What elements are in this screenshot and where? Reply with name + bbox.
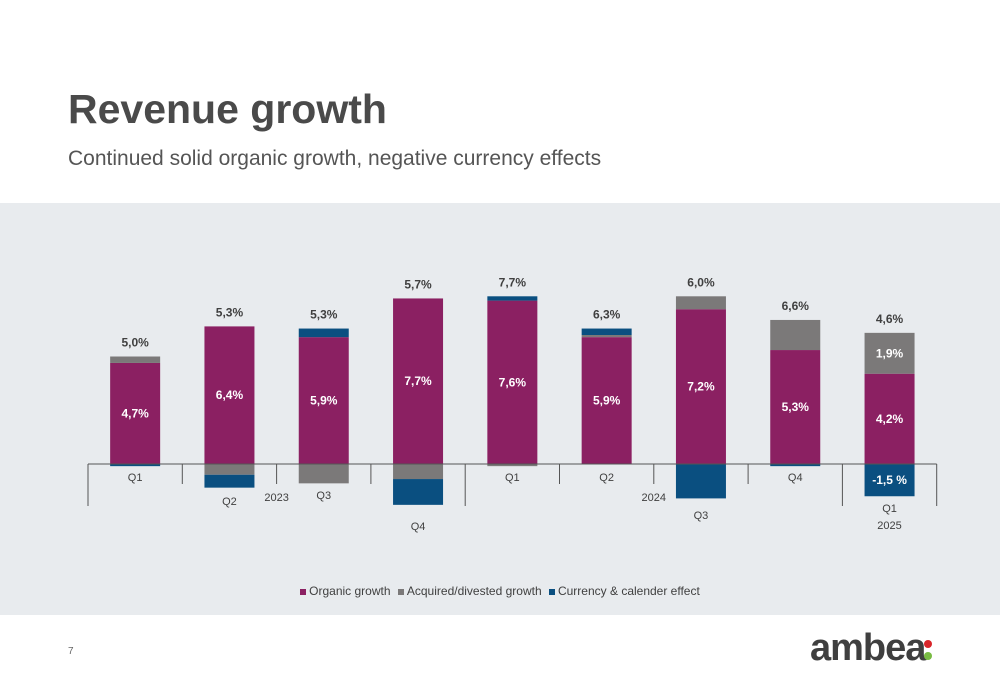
value-label-currency: -1,5 % bbox=[872, 473, 907, 487]
bar-segment-acquired bbox=[298, 464, 349, 484]
bar-segment-currency bbox=[393, 479, 444, 505]
value-label-organic: 4,7% bbox=[121, 406, 149, 420]
legend-item-organic: Organic growth bbox=[300, 584, 391, 598]
legend-swatch-currency bbox=[548, 588, 555, 595]
bar-segment-organic bbox=[393, 298, 444, 464]
bar-segment-acquired bbox=[581, 335, 632, 338]
bar-segment-organic bbox=[110, 362, 161, 464]
legend-swatch-acquired bbox=[397, 588, 404, 595]
total-label: 5,7% bbox=[404, 277, 432, 291]
bar-segment-currency bbox=[204, 474, 255, 488]
logo-dot-green bbox=[924, 652, 932, 660]
bar-segment-organic bbox=[204, 326, 255, 464]
category-label: Q2 bbox=[222, 496, 237, 508]
legend-label-organic: Organic growth bbox=[309, 584, 391, 598]
value-label-organic: 7,7% bbox=[404, 374, 432, 388]
value-label-organic: 7,6% bbox=[499, 375, 527, 389]
revenue-growth-chart: 4,7% 5,0% 6,4% 5,3% 5,9% 5,3% 7,7% 5,7% 7,6% 7,7%… bbox=[87, 275, 938, 533]
year-label: 2025 bbox=[877, 520, 901, 532]
bar-segment-acquired bbox=[204, 464, 255, 475]
legend-item-acquired: Acquired/divested growth bbox=[397, 584, 542, 598]
total-label: 7,7% bbox=[499, 275, 527, 289]
bar-segment-organic bbox=[581, 337, 632, 464]
value-label-acquired: 1,9% bbox=[876, 346, 904, 360]
page-subtitle: Continued solid organic growth, negative… bbox=[68, 147, 602, 170]
chart-legend: Organic growth Acquired/divested growth … bbox=[0, 584, 1000, 598]
bar-segment-currency bbox=[581, 328, 632, 335]
value-label-organic: 6,4% bbox=[216, 388, 244, 402]
value-label-organic: 4,2% bbox=[876, 412, 904, 426]
value-label-organic: 5,9% bbox=[593, 394, 621, 408]
category-label: Q3 bbox=[694, 510, 709, 522]
total-label: 5,3% bbox=[216, 305, 244, 319]
bar-segment-organic bbox=[675, 309, 726, 464]
total-label: 6,3% bbox=[593, 308, 621, 322]
bar-segment-organic bbox=[864, 373, 915, 464]
bar-segment-organic bbox=[487, 300, 538, 464]
total-label: 6,0% bbox=[687, 275, 715, 289]
bar-segment-organic bbox=[770, 350, 821, 464]
bar-segment-acquired bbox=[864, 332, 915, 374]
bar-segment-acquired bbox=[393, 464, 444, 480]
category-label: Q4 bbox=[411, 521, 426, 533]
value-label-organic: 5,9% bbox=[310, 394, 338, 408]
bar-segment-currency bbox=[487, 296, 538, 301]
bar-segment-currency bbox=[298, 328, 349, 338]
category-label: Q4 bbox=[788, 472, 803, 484]
category-label: Q1 bbox=[128, 472, 143, 484]
total-label: 5,3% bbox=[310, 308, 338, 322]
total-label: 5,0% bbox=[121, 336, 149, 350]
category-label: Q1 bbox=[505, 472, 520, 484]
bar-segment-acquired bbox=[675, 296, 726, 310]
logo-wordmark: ambea bbox=[810, 628, 927, 668]
bar-segment-acquired bbox=[770, 319, 821, 351]
bar-segment-currency bbox=[770, 464, 821, 467]
year-label: 2023 bbox=[264, 492, 288, 504]
legend-item-currency: Currency & calender effect bbox=[548, 584, 700, 598]
legend-label-acquired: Acquired/divested growth bbox=[406, 584, 542, 598]
legend-swatch-organic bbox=[300, 588, 307, 595]
bar-segment-acquired bbox=[487, 464, 538, 467]
total-label: 6,6% bbox=[782, 299, 810, 313]
year-label: 2024 bbox=[642, 492, 666, 504]
page-number: 7 bbox=[68, 646, 74, 657]
total-label: 4,6% bbox=[876, 312, 904, 326]
chart-panel: 4,7% 5,0% 6,4% 5,3% 5,9% 5,3% 7,7% 5,7% 7,6% 7,7%… bbox=[0, 203, 1000, 615]
bar-segment-organic bbox=[298, 337, 349, 464]
bar-segment-currency bbox=[110, 464, 161, 467]
category-label: Q3 bbox=[316, 490, 331, 502]
category-label: Q1 bbox=[882, 503, 897, 515]
value-label-organic: 5,3% bbox=[782, 400, 810, 414]
bar-segment-currency bbox=[675, 464, 726, 499]
ambea-logo: ambea bbox=[810, 628, 932, 668]
logo-dot-red bbox=[924, 640, 932, 648]
bar-segment-acquired bbox=[110, 356, 161, 363]
legend-label-currency: Currency & calender effect bbox=[557, 584, 700, 598]
value-label-organic: 7,2% bbox=[687, 380, 715, 394]
bar-segment-currency bbox=[864, 464, 915, 497]
category-label: Q2 bbox=[599, 472, 614, 484]
page-title: Revenue growth bbox=[68, 86, 387, 132]
